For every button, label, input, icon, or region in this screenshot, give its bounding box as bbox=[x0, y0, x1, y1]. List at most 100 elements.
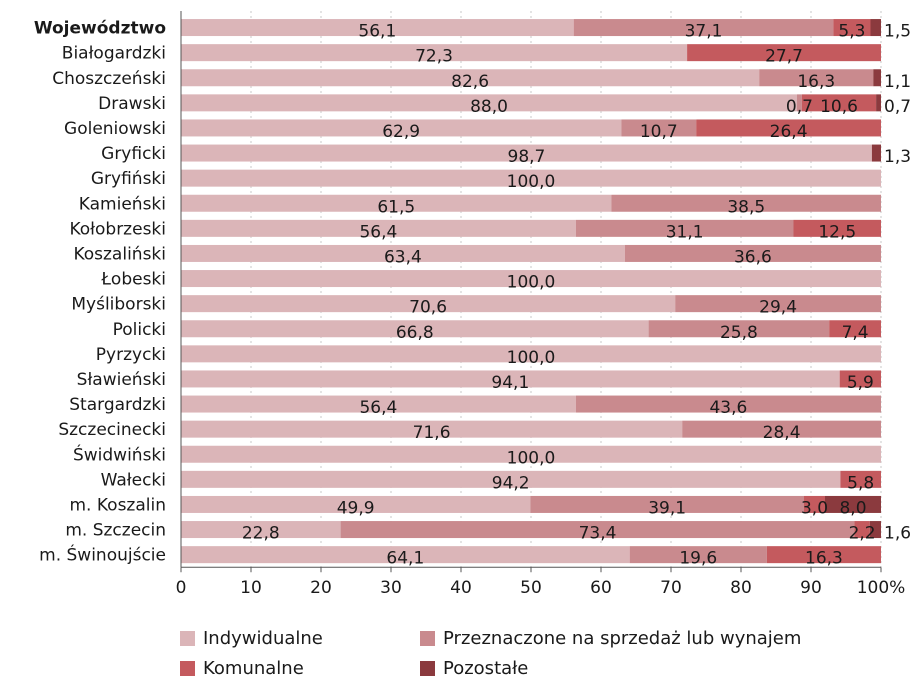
data-label: 26,4 bbox=[770, 122, 808, 142]
bar-segment bbox=[825, 495, 881, 513]
x-tick-label: 30 bbox=[380, 578, 402, 598]
bar-segment bbox=[181, 119, 622, 137]
category-label: Sławieński bbox=[77, 370, 166, 390]
x-tick-label: 20 bbox=[310, 578, 332, 598]
category-label: Pyrzycki bbox=[96, 345, 166, 365]
stacked-bar-chart: Województwo Białogardzki Choszczeński Draws… bbox=[34, 11, 911, 598]
bar-segment bbox=[682, 420, 881, 438]
x-tick-label: 90 bbox=[800, 578, 822, 598]
data-label: 73,4 bbox=[579, 524, 617, 544]
category-label: Kołobrzeski bbox=[69, 219, 166, 239]
bar-segment bbox=[833, 19, 871, 37]
bar-segment bbox=[648, 320, 830, 338]
data-label: 28,4 bbox=[763, 423, 801, 443]
x-tick-label: 80 bbox=[730, 578, 752, 598]
bars bbox=[181, 19, 881, 564]
bar-segment bbox=[801, 94, 877, 112]
data-label: 38,5 bbox=[727, 197, 765, 217]
x-tick-label: 70 bbox=[660, 578, 682, 598]
bar-segment bbox=[804, 495, 825, 513]
category-label: Województwo bbox=[34, 19, 166, 39]
data-label: 61,5 bbox=[377, 197, 415, 217]
data-label: 2,2 bbox=[849, 524, 876, 544]
bar-segment bbox=[181, 320, 649, 338]
category-label: Szczecinecki bbox=[58, 420, 166, 440]
category-label: Choszczeński bbox=[52, 69, 166, 89]
data-label: 39,1 bbox=[648, 498, 686, 518]
data-label: 8,0 bbox=[839, 498, 866, 518]
bar-segment bbox=[181, 395, 576, 413]
data-label: 56,1 bbox=[358, 22, 396, 42]
bar-segment bbox=[181, 44, 688, 62]
category-label: Gryfiński bbox=[91, 169, 166, 189]
x-tick-label: 50 bbox=[520, 578, 542, 598]
bar-segment bbox=[181, 546, 630, 564]
category-label: Goleniowski bbox=[64, 119, 166, 139]
legend-swatch-przeznaczone bbox=[420, 631, 435, 646]
data-label: 36,6 bbox=[734, 247, 772, 267]
data-label: 5,3 bbox=[838, 22, 865, 42]
x-tick-label: 0 bbox=[176, 578, 187, 598]
legend-label-indywidualne: Indywidualne bbox=[203, 628, 323, 649]
bar-segment bbox=[687, 44, 881, 62]
bar-segment bbox=[840, 470, 881, 488]
data-label: 1,3 bbox=[884, 147, 911, 167]
data-label: 100,0 bbox=[507, 172, 556, 192]
category-label: Wałecki bbox=[101, 470, 166, 490]
bar-segment bbox=[766, 546, 881, 564]
data-label: 94,2 bbox=[492, 473, 530, 493]
bar-segment bbox=[340, 521, 855, 539]
data-label: 94,1 bbox=[491, 373, 529, 393]
data-label: 16,3 bbox=[805, 549, 843, 569]
bar-segment bbox=[181, 345, 881, 363]
category-label: Policki bbox=[113, 320, 166, 340]
data-label: 82,6 bbox=[451, 72, 489, 92]
bar-segment bbox=[181, 495, 531, 513]
category-label: Stargardzki bbox=[69, 395, 166, 415]
data-label: 70,6 bbox=[409, 298, 447, 318]
category-label: Gryficki bbox=[101, 144, 166, 164]
data-label: 16,3 bbox=[797, 72, 835, 92]
bar-segment bbox=[611, 194, 881, 212]
data-label: 98,7 bbox=[508, 147, 546, 167]
bar-segment bbox=[871, 144, 881, 162]
data-label: 88,0 bbox=[470, 97, 508, 117]
category-label: m. Szczecin bbox=[65, 521, 166, 541]
bar-segment bbox=[181, 270, 881, 288]
x-tick-label: 10 bbox=[240, 578, 262, 598]
data-label: 22,8 bbox=[242, 524, 280, 544]
category-label: Łobeski bbox=[100, 270, 166, 290]
data-label: 3,0 bbox=[801, 498, 828, 518]
bar-segment bbox=[829, 320, 881, 338]
bar-segment bbox=[696, 119, 881, 137]
category-labels: Województwo Białogardzki Choszczeński Draws… bbox=[34, 19, 166, 566]
legend-swatch-indywidualne bbox=[180, 631, 195, 646]
data-label: 27,7 bbox=[765, 47, 803, 67]
category-label: Drawski bbox=[98, 94, 166, 114]
data-label: 12,5 bbox=[818, 222, 856, 242]
data-label: 5,8 bbox=[847, 473, 874, 493]
bar-segment bbox=[624, 244, 881, 262]
x-tick-label: 40 bbox=[450, 578, 472, 598]
data-label: 31,1 bbox=[666, 222, 704, 242]
bar-segment bbox=[675, 295, 881, 313]
category-label: Świdwiński bbox=[73, 443, 166, 465]
data-label: 71,6 bbox=[413, 423, 451, 443]
bar-segment bbox=[181, 194, 612, 212]
legend: Indywidualne Przeznaczone na sprzedaż lu… bbox=[0, 614, 917, 679]
bar-segment bbox=[793, 219, 881, 237]
data-labels: 56,1 37,1 5,3 1,5 72,3 27,7 82,6 16,3 1,1 88,0 0,7… bbox=[242, 22, 911, 569]
x-tick-label: 100% bbox=[857, 578, 906, 598]
data-label: 19,6 bbox=[679, 549, 717, 569]
category-label: Białogardzki bbox=[62, 44, 166, 64]
bar-segment bbox=[869, 521, 881, 539]
bar-segment bbox=[181, 470, 841, 488]
data-label: 10,7 bbox=[640, 122, 678, 142]
category-label: Kamieński bbox=[79, 194, 166, 214]
data-label: 1,5 bbox=[884, 22, 911, 42]
data-label: 5,9 bbox=[847, 373, 874, 393]
bar-segment bbox=[575, 219, 794, 237]
data-label: 29,4 bbox=[759, 298, 797, 318]
legend-item-komunalne: Komunalne bbox=[180, 658, 304, 679]
category-label: Koszaliński bbox=[73, 244, 166, 264]
